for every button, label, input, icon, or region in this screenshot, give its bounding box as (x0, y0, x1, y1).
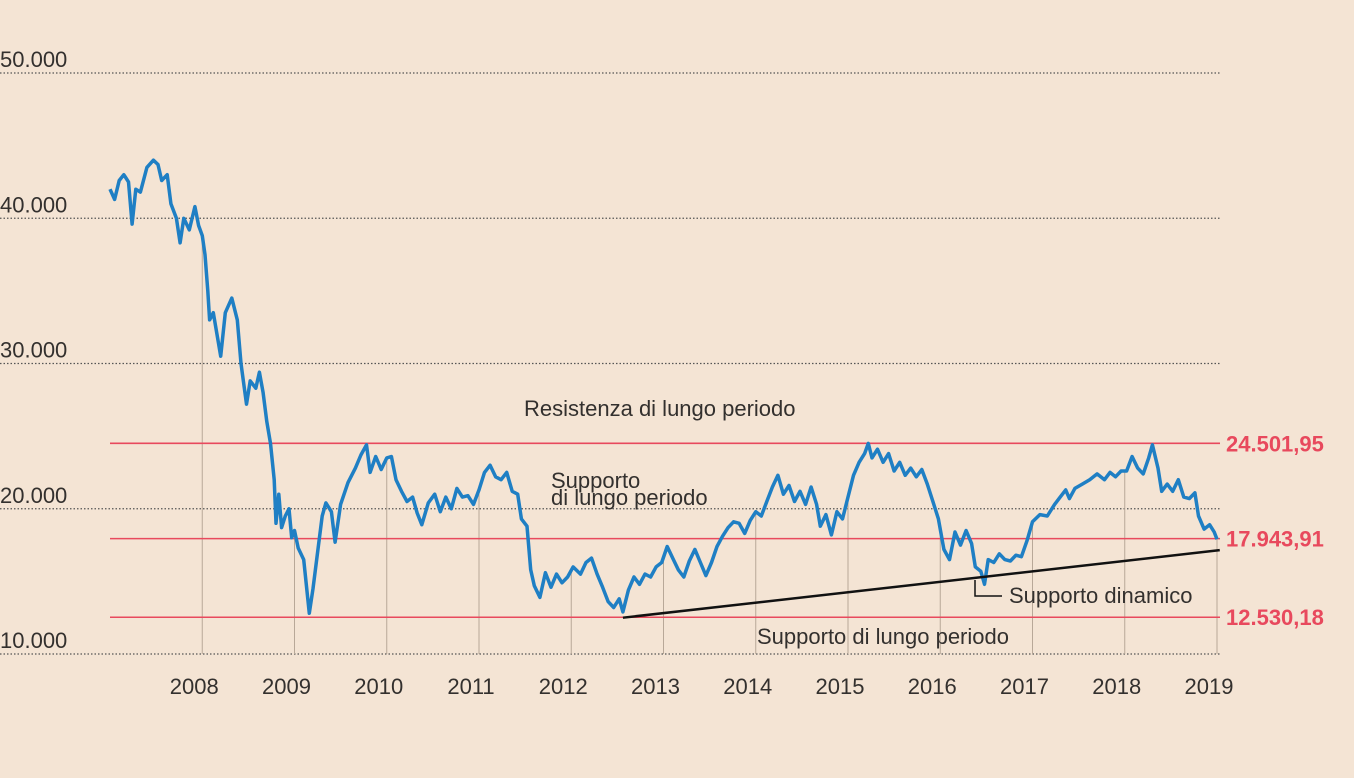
y-tick-label: 40.000 (0, 192, 67, 217)
x-tick-label: 2008 (170, 674, 219, 699)
x-tick-label: 2011 (447, 674, 494, 699)
x-tick-label: 2014 (723, 674, 772, 699)
x-tick-label: 2019 (1185, 674, 1234, 699)
annotation: Supporto dinamico (1009, 583, 1192, 608)
annotation-leader (974, 580, 1002, 597)
annotation: Supporto di lungo periodo (757, 624, 1009, 649)
x-tick-label: 2013 (631, 674, 680, 699)
x-tick-label: 2016 (908, 674, 957, 699)
annotation: Resistenza di lungo periodo (524, 396, 796, 421)
x-tick-label: 2009 (262, 674, 311, 699)
x-tick-label: 2017 (1000, 674, 1049, 699)
y-tick-label: 30.000 (0, 338, 67, 363)
y-tick-label: 20.000 (0, 483, 67, 508)
reference-label: 24.501,95 (1226, 431, 1324, 456)
trend-line (622, 548, 1220, 619)
reference-label: 17.943,91 (1226, 527, 1324, 552)
annotation: di lungo periodo (551, 485, 708, 510)
x-tick-label: 2015 (816, 674, 865, 699)
annotation: Supporto (551, 468, 640, 493)
x-tick-label: 2012 (539, 674, 588, 699)
y-tick-label: 50.000 (0, 47, 67, 72)
x-tick-label: 2010 (354, 674, 403, 699)
x-tick-label: 2018 (1092, 674, 1141, 699)
y-tick-label: 10.000 (0, 628, 67, 653)
reference-label: 12.530,18 (1226, 605, 1324, 630)
price-line (108, 158, 1219, 616)
